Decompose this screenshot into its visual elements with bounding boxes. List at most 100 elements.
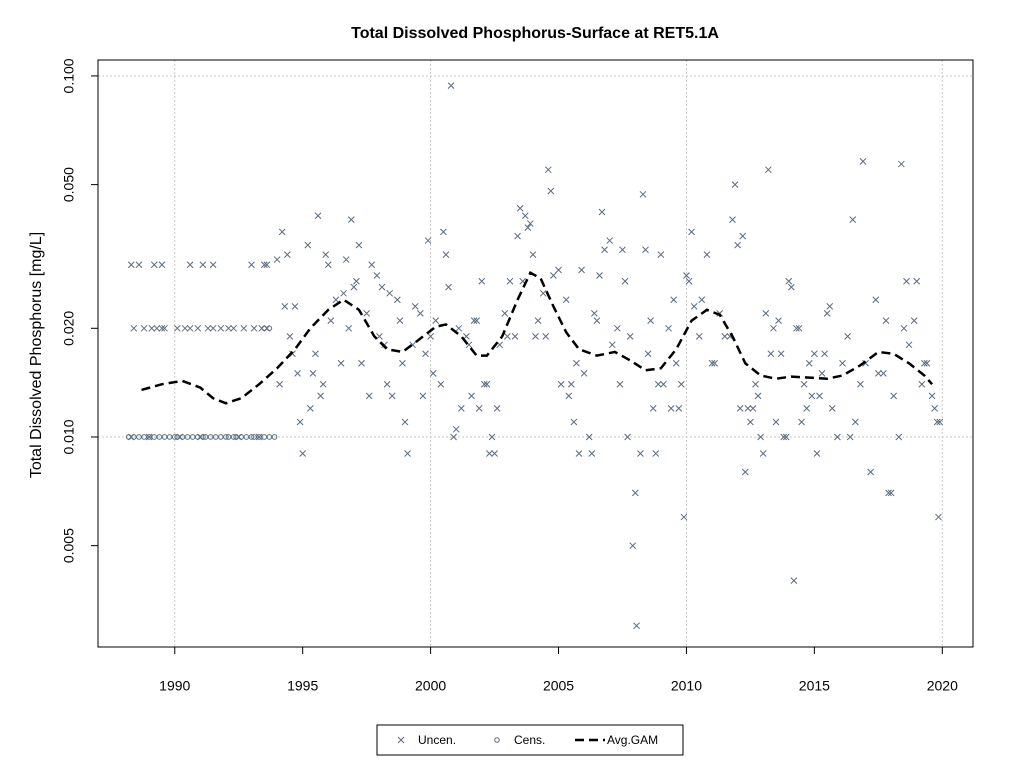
data-point [209, 261, 217, 269]
legend-swatch [397, 736, 405, 744]
data-point [621, 277, 629, 285]
data-point [209, 324, 217, 332]
data-point [808, 392, 816, 400]
data-point [218, 434, 224, 440]
data-point [862, 359, 869, 367]
data-point [473, 317, 481, 325]
data-point [524, 224, 532, 232]
data-point [283, 251, 291, 258]
data-point [166, 434, 173, 440]
x-tick-label: 2020 [927, 678, 958, 694]
y-tick-label: 0.020 [61, 311, 77, 346]
data-point [534, 317, 542, 325]
data-point [440, 228, 447, 236]
data-point [588, 450, 596, 457]
data-point [225, 434, 232, 440]
data-point [309, 370, 317, 377]
data-point [652, 450, 660, 457]
data-point [644, 350, 652, 358]
data-point [677, 380, 685, 388]
data-point [337, 359, 345, 367]
data-point [186, 324, 194, 332]
legend-box [376, 724, 684, 756]
data-point [649, 405, 657, 412]
data-point [378, 283, 386, 291]
data-point [350, 283, 358, 291]
data-point [567, 380, 575, 388]
data-point [544, 166, 552, 174]
data-point [795, 324, 803, 332]
data-point [739, 232, 747, 240]
data-point [633, 622, 640, 630]
data-point [304, 241, 312, 249]
data-point [488, 433, 496, 441]
data-point [780, 433, 788, 441]
data-point [136, 434, 142, 440]
data-point [511, 332, 519, 340]
data-point [261, 325, 268, 332]
y-tick-label: 0.005 [61, 528, 77, 563]
data-point [708, 359, 716, 367]
data-point [734, 241, 741, 249]
data-point [256, 434, 262, 440]
data-point [240, 324, 248, 332]
data-point [363, 309, 370, 317]
data-point [200, 434, 206, 440]
data-point [263, 261, 271, 269]
data-point [935, 513, 942, 521]
data-point [770, 324, 777, 332]
data-point [450, 433, 457, 441]
data-point [296, 418, 304, 426]
x-tick-label: 2005 [543, 678, 574, 694]
data-point [547, 187, 555, 195]
data-point [514, 232, 521, 240]
data-point [230, 324, 237, 332]
data-point [401, 418, 409, 426]
data-point [874, 370, 882, 377]
data-point [762, 309, 770, 317]
data-point [895, 433, 903, 441]
data-point [442, 251, 450, 258]
data-point [885, 489, 892, 497]
data-point [179, 434, 186, 440]
data-point [580, 370, 588, 377]
data-point [396, 317, 404, 325]
data-point [805, 359, 813, 367]
data-point [711, 359, 718, 367]
data-point [255, 433, 263, 441]
data-point [585, 433, 593, 441]
legend-label: Uncen. [418, 733, 456, 747]
data-point [803, 405, 811, 412]
data-point [828, 405, 836, 412]
data-point [286, 332, 294, 340]
data-point [570, 418, 578, 426]
data-point [131, 434, 137, 440]
data-point [173, 324, 181, 332]
y-axis-label: Total Dissolved Phosphorus [mg/L] [28, 232, 45, 478]
data-point [480, 380, 488, 388]
data-point [754, 392, 762, 400]
data-point [527, 220, 534, 227]
data-point [657, 251, 665, 258]
data-point [931, 405, 938, 412]
data-point [898, 160, 905, 168]
data-point [475, 405, 483, 412]
data-point [429, 370, 437, 377]
data-point [266, 434, 273, 440]
data-point [148, 324, 156, 332]
data-point [821, 350, 828, 358]
data-point [365, 392, 373, 400]
data-point [202, 434, 209, 440]
data-point [578, 266, 585, 274]
data-point [790, 577, 798, 585]
data-point [427, 332, 434, 340]
data-point [393, 296, 401, 304]
data-point [798, 418, 805, 426]
data-point [928, 392, 936, 400]
data-point [903, 277, 910, 285]
data-point [294, 370, 301, 377]
data-point [749, 405, 757, 412]
data-point [194, 434, 201, 440]
data-point [562, 296, 570, 304]
